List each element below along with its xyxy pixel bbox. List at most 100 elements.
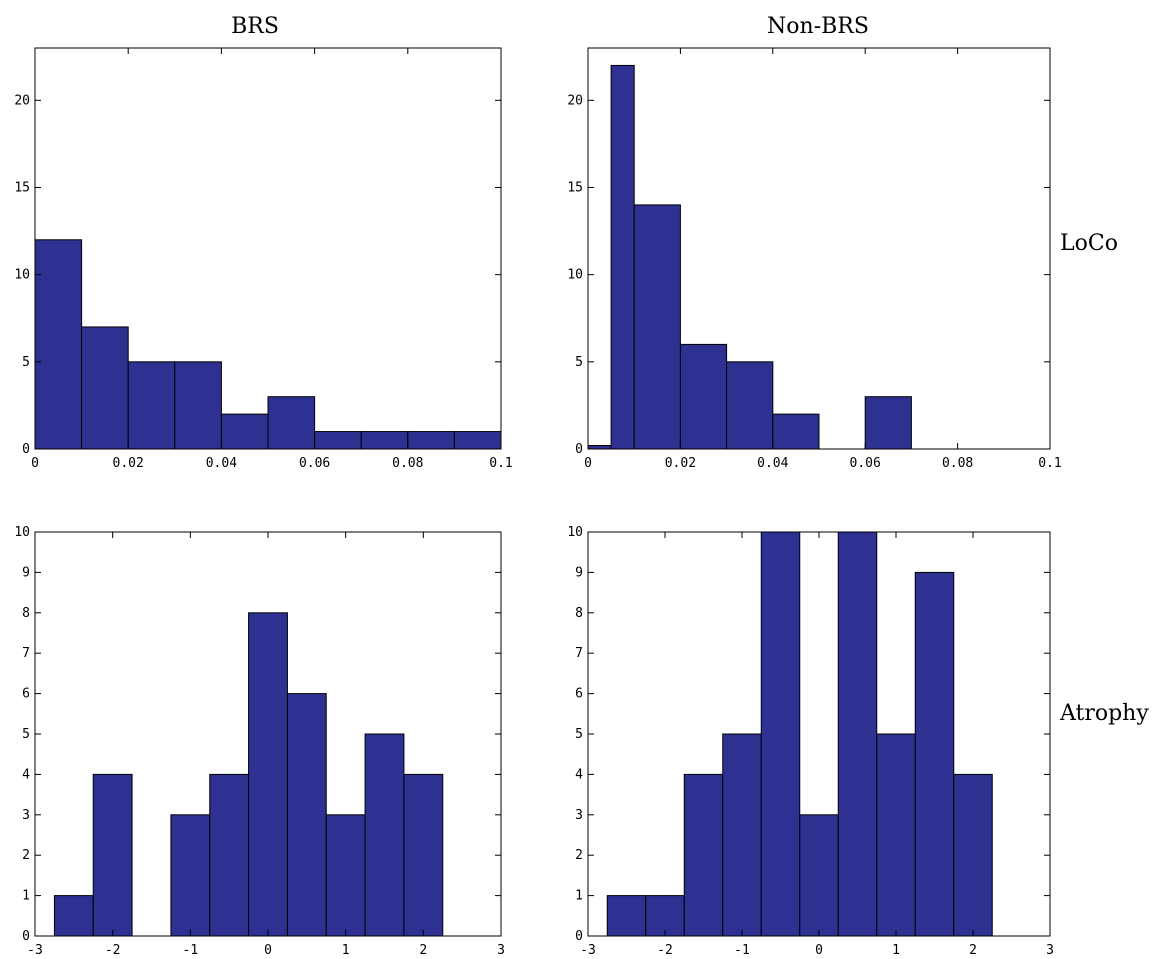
x-tick-label-brs-atrophy-0: -3 xyxy=(27,943,43,958)
x-tick-label-brs-atrophy-1: -2 xyxy=(105,943,121,958)
y-tick-label-non-brs-atrophy-0: 0 xyxy=(575,929,583,944)
y-tick-label-brs-atrophy-7: 7 xyxy=(22,646,30,661)
x-tick-label-brs-loco-5: 0.1 xyxy=(489,456,512,471)
bar-brs-atrophy-9 xyxy=(404,774,443,936)
bar-brs-loco-5 xyxy=(268,397,315,449)
bar-brs-atrophy-4 xyxy=(210,774,249,936)
y-tick-label-brs-atrophy-5: 5 xyxy=(22,727,30,742)
bar-non-brs-atrophy-5 xyxy=(800,815,839,936)
bar-non-brs-loco-5 xyxy=(773,414,819,449)
bar-non-brs-atrophy-2 xyxy=(684,774,723,936)
row-label-loco: LoCo xyxy=(1060,231,1118,256)
bar-non-brs-atrophy-4 xyxy=(761,532,800,936)
bar-brs-loco-2 xyxy=(128,362,175,449)
bar-non-brs-atrophy-6 xyxy=(838,532,877,936)
bar-non-brs-atrophy-0 xyxy=(607,896,646,936)
x-tick-label-brs-atrophy-5: 2 xyxy=(419,943,427,958)
x-tick-label-non-brs-loco-0: 0 xyxy=(584,456,592,471)
bar-brs-atrophy-5 xyxy=(249,613,288,936)
y-tick-label-brs-atrophy-2: 2 xyxy=(22,848,30,863)
y-tick-label-non-brs-atrophy-1: 1 xyxy=(575,889,583,904)
y-tick-label-brs-atrophy-4: 4 xyxy=(22,767,30,782)
bar-non-brs-loco-0 xyxy=(588,446,611,449)
bar-brs-loco-7 xyxy=(361,432,408,449)
bar-brs-atrophy-7 xyxy=(326,815,365,936)
bar-non-brs-loco-7 xyxy=(865,397,911,449)
y-tick-label-brs-atrophy-3: 3 xyxy=(22,808,30,823)
bar-brs-loco-8 xyxy=(408,432,455,449)
column-title-non-brs: Non-BRS xyxy=(767,14,869,39)
bar-non-brs-atrophy-9 xyxy=(954,774,993,936)
x-tick-label-brs-atrophy-6: 3 xyxy=(497,943,505,958)
bar-brs-loco-0 xyxy=(35,240,82,449)
bar-brs-atrophy-3 xyxy=(171,815,210,936)
x-tick-label-brs-loco-0: 0 xyxy=(31,456,39,471)
y-tick-label-non-brs-atrophy-9: 9 xyxy=(575,565,583,580)
x-tick-label-non-brs-loco-1: 0.02 xyxy=(665,456,696,471)
y-tick-label-non-brs-loco-0: 0 xyxy=(575,442,583,457)
y-tick-label-brs-atrophy-0: 0 xyxy=(22,929,30,944)
y-tick-label-non-brs-atrophy-10: 10 xyxy=(567,525,583,540)
x-tick-label-non-brs-atrophy-3: 0 xyxy=(815,943,823,958)
y-tick-label-non-brs-loco-1: 5 xyxy=(575,355,583,370)
bar-brs-loco-9 xyxy=(454,432,501,449)
y-tick-label-non-brs-atrophy-7: 7 xyxy=(575,646,583,661)
bar-brs-loco-6 xyxy=(315,432,362,449)
histogram-brs-atrophy: -3 -2 -1 0 1 2 3 0 1 2 3 4 5 6 7 8 9 10 xyxy=(14,525,505,958)
y-tick-label-brs-loco-3: 15 xyxy=(14,180,30,195)
y-tick-label-non-brs-loco-4: 20 xyxy=(567,93,583,108)
x-tick-label-brs-atrophy-2: -1 xyxy=(183,943,199,958)
y-tick-label-brs-loco-4: 20 xyxy=(14,93,30,108)
x-tick-label-non-brs-loco-3: 0.06 xyxy=(850,456,881,471)
bar-non-brs-atrophy-3 xyxy=(723,734,762,936)
y-tick-label-brs-atrophy-1: 1 xyxy=(22,889,30,904)
bar-non-brs-atrophy-8 xyxy=(915,572,954,936)
y-tick-label-brs-loco-2: 10 xyxy=(14,268,30,283)
y-tick-label-non-brs-atrophy-2: 2 xyxy=(575,848,583,863)
x-tick-label-non-brs-atrophy-0: -3 xyxy=(580,943,596,958)
y-tick-label-brs-loco-1: 5 xyxy=(22,355,30,370)
bar-brs-loco-3 xyxy=(175,362,222,449)
y-tick-label-non-brs-atrophy-6: 6 xyxy=(575,687,583,702)
x-tick-label-brs-atrophy-3: 0 xyxy=(264,943,272,958)
bar-brs-loco-4 xyxy=(221,414,268,449)
x-tick-label-brs-loco-1: 0.02 xyxy=(113,456,144,471)
bar-brs-atrophy-0 xyxy=(54,896,93,936)
x-tick-label-brs-loco-2: 0.04 xyxy=(206,456,237,471)
histogram-non-brs-atrophy: -3 -2 -1 0 1 2 3 0 1 2 3 4 5 6 7 8 9 10 xyxy=(567,525,1054,958)
y-tick-label-non-brs-loco-2: 10 xyxy=(567,268,583,283)
bar-non-brs-atrophy-7 xyxy=(877,734,916,936)
histogram-non-brs-loco: 0 0.02 0.04 0.06 0.08 0.1 0 5 10 15 20 xyxy=(567,48,1061,471)
x-tick-label-non-brs-atrophy-5: 2 xyxy=(969,943,977,958)
bar-non-brs-loco-2 xyxy=(634,205,680,449)
x-tick-label-brs-loco-3: 0.06 xyxy=(299,456,330,471)
y-tick-label-non-brs-loco-3: 15 xyxy=(567,180,583,195)
y-tick-label-non-brs-atrophy-3: 3 xyxy=(575,808,583,823)
y-tick-label-brs-loco-0: 0 xyxy=(22,442,30,457)
bar-non-brs-loco-3 xyxy=(680,344,726,449)
x-tick-label-brs-loco-4: 0.08 xyxy=(392,456,423,471)
y-tick-label-brs-atrophy-10: 10 xyxy=(14,525,30,540)
bar-brs-loco-1 xyxy=(82,327,129,449)
y-tick-label-brs-atrophy-6: 6 xyxy=(22,687,30,702)
x-tick-label-non-brs-atrophy-6: 3 xyxy=(1046,943,1054,958)
x-tick-label-non-brs-loco-2: 0.04 xyxy=(757,456,788,471)
y-tick-label-non-brs-atrophy-4: 4 xyxy=(575,767,583,782)
bar-brs-atrophy-6 xyxy=(287,694,326,936)
bar-brs-atrophy-1 xyxy=(93,774,132,936)
x-tick-label-non-brs-loco-5: 0.1 xyxy=(1038,456,1061,471)
y-tick-label-brs-atrophy-9: 9 xyxy=(22,565,30,580)
column-title-brs: BRS xyxy=(231,14,279,39)
x-tick-label-non-brs-atrophy-1: -2 xyxy=(657,943,673,958)
x-tick-label-non-brs-loco-4: 0.08 xyxy=(942,456,973,471)
bar-non-brs-atrophy-1 xyxy=(646,896,685,936)
x-tick-label-brs-atrophy-4: 1 xyxy=(342,943,350,958)
row-label-atrophy: Atrophy xyxy=(1059,701,1149,726)
bar-non-brs-loco-1 xyxy=(611,65,634,449)
bar-non-brs-loco-4 xyxy=(727,362,773,449)
bar-brs-atrophy-8 xyxy=(365,734,404,936)
y-tick-label-brs-atrophy-8: 8 xyxy=(22,606,30,621)
histogram-brs-loco: 0 0.02 0.04 0.06 0.08 0.1 0 5 10 15 20 xyxy=(14,48,512,471)
y-tick-label-non-brs-atrophy-5: 5 xyxy=(575,727,583,742)
